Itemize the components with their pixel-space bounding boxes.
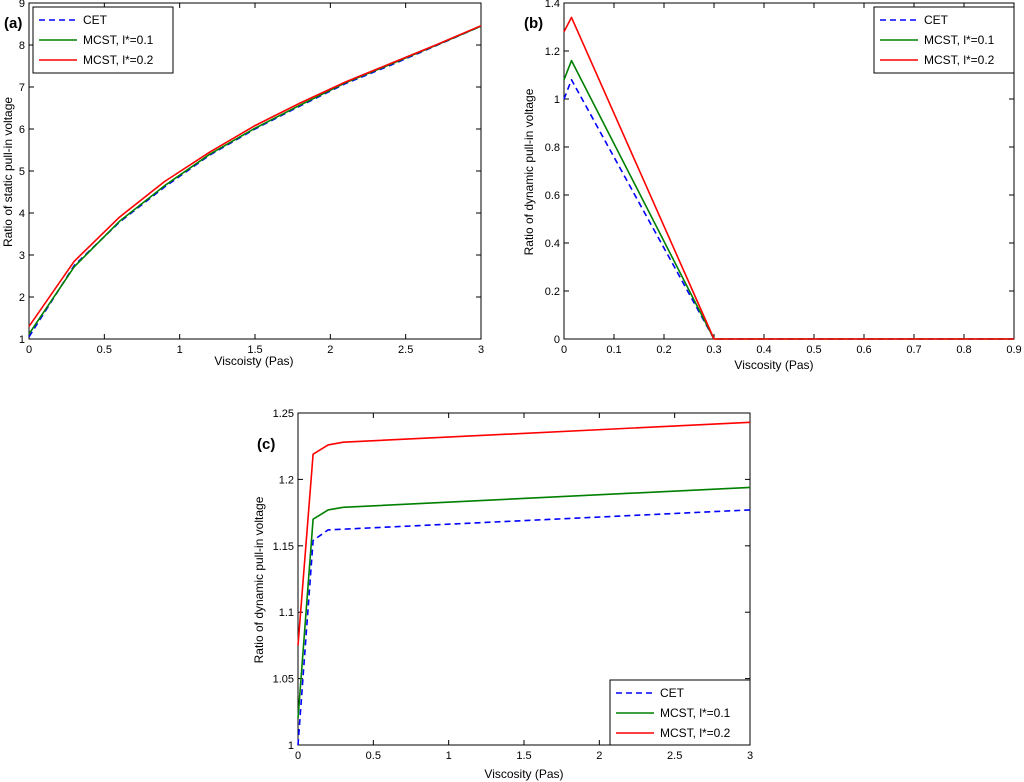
- panel-c-legend: CET MCST, l*=0.1 MCST, l*=0.2: [609, 679, 751, 746]
- series-line-cet: [563, 79, 1014, 340]
- y-tick-label: 1.1: [279, 607, 294, 619]
- x-tick-label: 2.5: [667, 750, 682, 762]
- legend-entry: MCST, l*=0.1: [660, 706, 731, 720]
- legend-entry: MCST, l*=0.1: [83, 33, 154, 47]
- panel-a: (a) 0 0.5 1 1.5 2 2.5 3 1 2 3 4 5 6 7 8 9 Viscoisty (Pa…: [1, 0, 484, 368]
- x-tick-label: 1.5: [247, 344, 262, 356]
- legend-entry: CET: [660, 686, 685, 700]
- panel-b: (b) 0 0.1 0.2 0.3 0.4 0.5 0.6 0.7 0.8 0.9 0 0.2 0.4 0…: [522, 0, 1022, 372]
- panel-a-label: (a): [4, 15, 22, 32]
- x-tick-label: 2: [596, 750, 602, 762]
- legend-entry: MCST, l*=0.1: [924, 33, 995, 47]
- y-tick-label: 0.6: [545, 190, 560, 202]
- y-tick-label: 1.2: [545, 46, 560, 58]
- x-tick-label: 0: [561, 344, 567, 356]
- x-tick-label: 0.6: [856, 344, 871, 356]
- y-tick-label: 5: [19, 166, 25, 178]
- series-line-cet: [297, 509, 751, 746]
- panel-b-legend: CET MCST, l*=0.1 MCST, l*=0.2: [873, 6, 1015, 74]
- panel-b-xlabel: Viscosity (Pas): [734, 358, 813, 372]
- panel-b-label: (b): [524, 15, 543, 32]
- x-tick-label: 0: [26, 344, 32, 356]
- panel-a-xlabel: Viscoisty (Pas): [214, 354, 293, 368]
- y-tick-label: 3: [19, 250, 25, 262]
- x-tick-label: 0.1: [606, 344, 621, 356]
- x-tick-label: 0.4: [756, 344, 771, 356]
- panel-c-xlabel: Viscosity (Pas): [484, 767, 563, 781]
- y-tick-label: 2: [19, 292, 25, 304]
- y-tick-label: 0.4: [545, 238, 560, 250]
- x-tick-label: 0.5: [97, 344, 112, 356]
- x-tick-label: 2.5: [398, 344, 413, 356]
- y-tick-label: 1.25: [273, 408, 294, 420]
- x-tick-label: 0: [295, 750, 301, 762]
- panel-a-legend: CET MCST, l*=0.1 MCST, l*=0.2: [32, 6, 174, 74]
- y-tick-label: 1: [288, 740, 294, 752]
- x-tick-label: 0.8: [956, 344, 971, 356]
- x-tick-label: 0.2: [656, 344, 671, 356]
- x-tick-label: 1: [446, 750, 452, 762]
- x-tick-label: 3: [478, 344, 484, 356]
- panel-a-ylabel: Ratio of static pull-in voltage: [1, 97, 15, 247]
- panel-c-label: (c): [257, 436, 275, 453]
- legend-entry: MCST, l*=0.2: [660, 726, 731, 740]
- x-tick-label: 0.5: [806, 344, 821, 356]
- y-tick-label: 8: [19, 40, 25, 52]
- y-tick-label: 0.8: [545, 142, 560, 154]
- x-tick-label: 1.5: [516, 750, 531, 762]
- series-line-mcst-0-2: [563, 16, 1014, 340]
- y-tick-label: 4: [19, 208, 25, 220]
- x-tick-label: 0.3: [706, 344, 721, 356]
- series-line-mcst-0-2: [28, 24, 482, 327]
- y-tick-label: 6: [19, 124, 25, 136]
- panel-c-ylabel: Ratio of dynamic pull-in voltage: [252, 496, 266, 663]
- y-tick-label: 0: [554, 334, 560, 346]
- legend-entry: CET: [924, 13, 949, 27]
- x-tick-label: 2: [327, 344, 333, 356]
- x-tick-label: 0.9: [1006, 344, 1021, 356]
- y-tick-label: 1.05: [273, 674, 294, 686]
- y-tick-label: 1.4: [545, 0, 560, 10]
- y-tick-label: 1: [19, 334, 25, 346]
- y-tick-label: 9: [19, 0, 25, 10]
- panel-c: (c) 0 0.5 1 1.5 2 2.5 3 1 1.05 1.1 1.15 1.2 1.25 Vis…: [252, 408, 753, 781]
- x-tick-label: 3: [747, 750, 753, 762]
- x-tick-label: 0.7: [906, 344, 921, 356]
- panel-b-ylabel: Ratio of dynamic pull-in voltage: [522, 88, 536, 255]
- legend-entry: MCST, l*=0.2: [924, 53, 995, 67]
- series-line-mcst-0-2: [297, 421, 751, 646]
- y-tick-label: 1.15: [273, 541, 294, 553]
- x-tick-label: 0.5: [366, 750, 381, 762]
- y-tick-label: 0.2: [545, 286, 560, 298]
- y-tick-label: 1: [554, 94, 560, 106]
- y-tick-label: 7: [19, 82, 25, 94]
- legend-entry: MCST, l*=0.2: [83, 53, 154, 67]
- x-tick-label: 1: [177, 344, 183, 356]
- legend-entry: CET: [83, 13, 108, 27]
- series-line-mcst-0-1: [297, 486, 751, 719]
- y-tick-label: 1.2: [279, 474, 294, 486]
